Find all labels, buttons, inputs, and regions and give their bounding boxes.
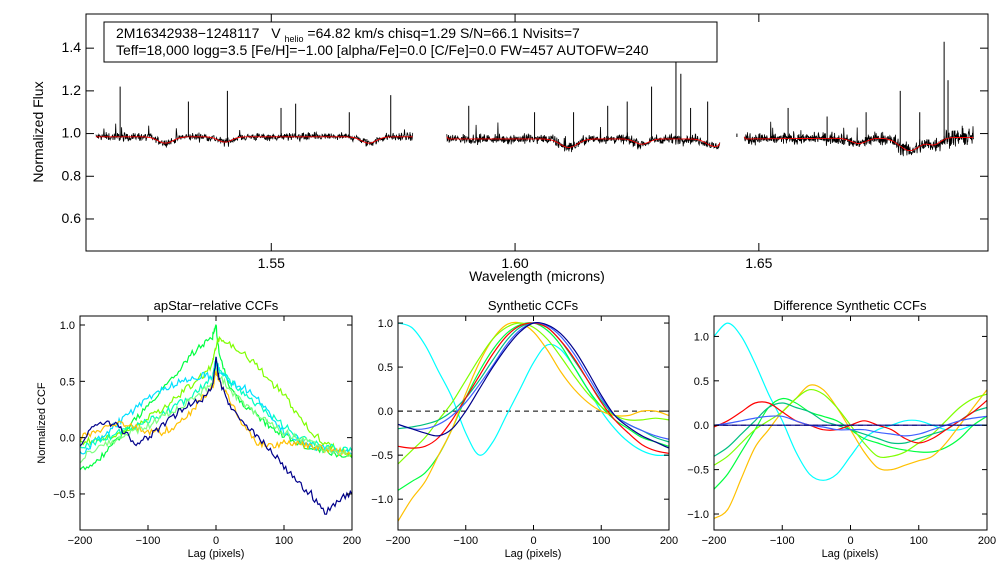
ccf-series-line: [397, 321, 670, 449]
synthetic-ccf-panel: −200 −100 0 100 200 −1.0 −0.5 0.0 0.5 1.0 Synthet…: [371, 298, 678, 560]
y-tick-label: −0.5: [687, 465, 709, 477]
ccf-series-line: [79, 335, 353, 458]
y-tick-label: −0.5: [53, 489, 75, 501]
spectrum-panel: 1.55 1.60 1.65 0.6 0.8 1.0 1.2 1.4 Wavelength (…: [30, 13, 989, 284]
x-tick-label: 1.55: [258, 255, 285, 271]
x-tick-label: 1.60: [501, 255, 528, 271]
ccf-series-line: [713, 322, 988, 481]
ccf-series-line: [713, 415, 988, 437]
y-tick-label: 1.0: [694, 331, 709, 343]
synthetic-ccf-title: Synthetic CCFs: [488, 298, 579, 313]
legend-box: [103, 21, 718, 63]
synthetic-ccf-series-group: [397, 321, 670, 522]
ccf-series-line: [79, 356, 353, 515]
model-spectrum-segment: [446, 136, 721, 148]
apstar-ccf-ticks: −200 −100 0 100 200 −0.5 0.0 0.5 1.0: [53, 316, 361, 547]
x-tick-label: 200: [660, 535, 678, 547]
observed-spectrum-segment: [743, 121, 974, 157]
x-tick-label: 200: [978, 535, 996, 547]
legend-line-2: Teff=18,000 logg=3.5 [Fe/H]=−1.00 [alpha…: [116, 42, 649, 58]
y-tick-label: 1.0: [378, 318, 393, 330]
y-tick-label: −1.0: [687, 509, 709, 521]
y-tick-label: −1.0: [371, 494, 393, 506]
y-tick-label: 0.5: [694, 376, 709, 388]
x-tick-label: 100: [910, 535, 928, 547]
ccf-series-line: [397, 321, 670, 522]
apstar-ccf-title: apStar−relative CCFs: [154, 298, 279, 313]
x-tick-label: 100: [275, 535, 293, 547]
ccf-series-line: [397, 322, 670, 465]
synthetic-ccf-ticks: −200 −100 0 100 200 −1.0 −0.5 0.0 0.5 1.0: [371, 316, 678, 547]
x-tick-label: 100: [592, 535, 610, 547]
difference-ccf-title: Difference Synthetic CCFs: [774, 298, 927, 313]
y-tick-label: 1.4: [62, 39, 82, 55]
x-tick-label: −200: [702, 535, 727, 547]
y-tick-label: 0.5: [378, 362, 393, 374]
spectrum-series-group: [95, 41, 974, 157]
legend-star-id: 2M16342938−1248117: [116, 25, 260, 41]
x-tick-label: 200: [343, 535, 361, 547]
x-tick-label: 0: [213, 535, 219, 547]
spectrum-y-axis-title: Normalized Flux: [30, 81, 46, 182]
spectrum-legend: 2M16342938−1248117 V helio =64.82 km/s c…: [103, 21, 718, 63]
x-tick-label: 0: [530, 535, 536, 547]
apstar-ccf-y-axis-title: Normalized CCF: [36, 382, 48, 464]
x-tick-label: −200: [68, 535, 93, 547]
legend-line-1: 2M16342938−1248117 V helio =64.82 km/s c…: [116, 25, 580, 45]
x-tick-label: 1.65: [745, 255, 772, 271]
difference-ccf-series-group: [713, 322, 988, 520]
spectrum-ticks: 1.55 1.60 1.65 0.6 0.8 1.0 1.2 1.4: [62, 14, 988, 271]
legend-vhelio-label: V: [271, 25, 281, 41]
apstar-ccf-series-group: [79, 323, 353, 515]
difference-ccf-panel: −200 −100 0 100 200 −1.0 −0.5 0.0 0.5 1.0 Differe…: [687, 298, 996, 560]
y-tick-label: 1.0: [62, 125, 82, 141]
x-tick-label: −200: [386, 535, 411, 547]
y-tick-label: 0.5: [60, 376, 75, 388]
ccf-series-line: [79, 362, 353, 456]
apstar-ccf-panel: −200 −100 0 100 200 −0.5 0.0 0.5 1.0 apStar−rela…: [36, 298, 361, 560]
legend-vhelio-stats: =64.82 km/s chisq=1.29 S/N=66.1 Nvisits=…: [307, 25, 580, 41]
spectrum-plot-frame: [85, 13, 989, 252]
model-spectrum-segment: [95, 136, 413, 144]
apstar-ccf-x-axis-title: Lag (pixels): [188, 548, 245, 560]
y-tick-label: 0.0: [694, 420, 709, 432]
difference-ccf-ticks: −200 −100 0 100 200 −1.0 −0.5 0.0 0.5 1.0: [687, 316, 996, 547]
ccf-series-line: [397, 322, 670, 457]
y-tick-label: −0.5: [371, 450, 393, 462]
x-tick-label: −100: [136, 535, 161, 547]
x-tick-label: −100: [453, 535, 478, 547]
y-tick-label: 0.8: [62, 167, 82, 183]
x-tick-label: −100: [770, 535, 795, 547]
spectrum-x-axis-title: Wavelength (microns): [469, 268, 605, 284]
synthetic-ccf-x-axis-title: Lag (pixels): [505, 548, 562, 560]
ccf-series-line: [79, 366, 353, 464]
y-tick-label: 0.0: [378, 406, 393, 418]
legend-vhelio-subscript: helio: [285, 34, 304, 44]
model-spectrum-segment: [743, 136, 974, 152]
y-tick-label: 1.2: [62, 82, 82, 98]
x-tick-label: 0: [847, 535, 853, 547]
y-tick-label: 1.0: [60, 320, 75, 332]
y-tick-label: 0.6: [62, 210, 82, 226]
difference-ccf-x-axis-title: Lag (pixels): [822, 548, 879, 560]
y-tick-label: 0.0: [60, 433, 75, 445]
